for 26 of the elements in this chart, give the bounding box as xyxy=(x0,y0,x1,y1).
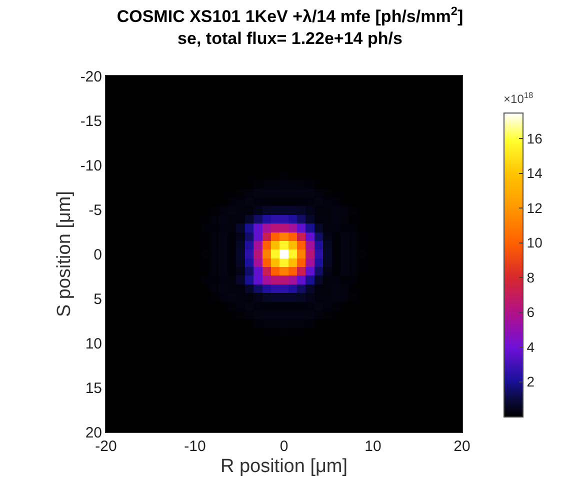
x-tick-label: 10 xyxy=(364,438,382,455)
color-bar-label: 16 xyxy=(526,130,543,146)
y-tick-label: 20 xyxy=(85,424,102,442)
y-tick-label: -5 xyxy=(88,202,102,219)
y-tick-label: -10 xyxy=(80,157,102,174)
y-tick-label: 15 xyxy=(85,380,102,397)
color-bar-label: 12 xyxy=(526,200,543,216)
y-axis-title: S position [μm] xyxy=(54,190,76,318)
x-tick-label: -10 xyxy=(184,438,206,455)
x-tick-label: 0 xyxy=(280,438,288,455)
color-bar-label: 2 xyxy=(526,374,535,390)
color-bar-label: 8 xyxy=(526,269,535,286)
x-tick-label: 20 xyxy=(454,438,470,455)
color-bar-label: 14 xyxy=(526,165,543,182)
y-tick-label: 0 xyxy=(94,246,102,264)
x-axis-title: R position [μm] xyxy=(220,456,348,477)
y-tick-label: 10 xyxy=(85,335,102,352)
color-bar-label: 10 xyxy=(526,234,543,251)
chart-subtitle: se, total flux= 1.22e+14 ph/s xyxy=(178,29,402,48)
color-bar-label: 4 xyxy=(526,338,535,355)
color-bar-title: ×10$^{18}$ xyxy=(504,90,534,106)
chart-title: COSMIC XS101 1KeV +λ/14 mfe [ph/s/mm$^{2}$] xyxy=(116,4,464,26)
y-tick-label: -20 xyxy=(80,68,102,86)
y-tick-label: -15 xyxy=(80,112,102,130)
y-tick-label: 5 xyxy=(94,290,102,308)
color-bar-label: 6 xyxy=(526,304,535,320)
